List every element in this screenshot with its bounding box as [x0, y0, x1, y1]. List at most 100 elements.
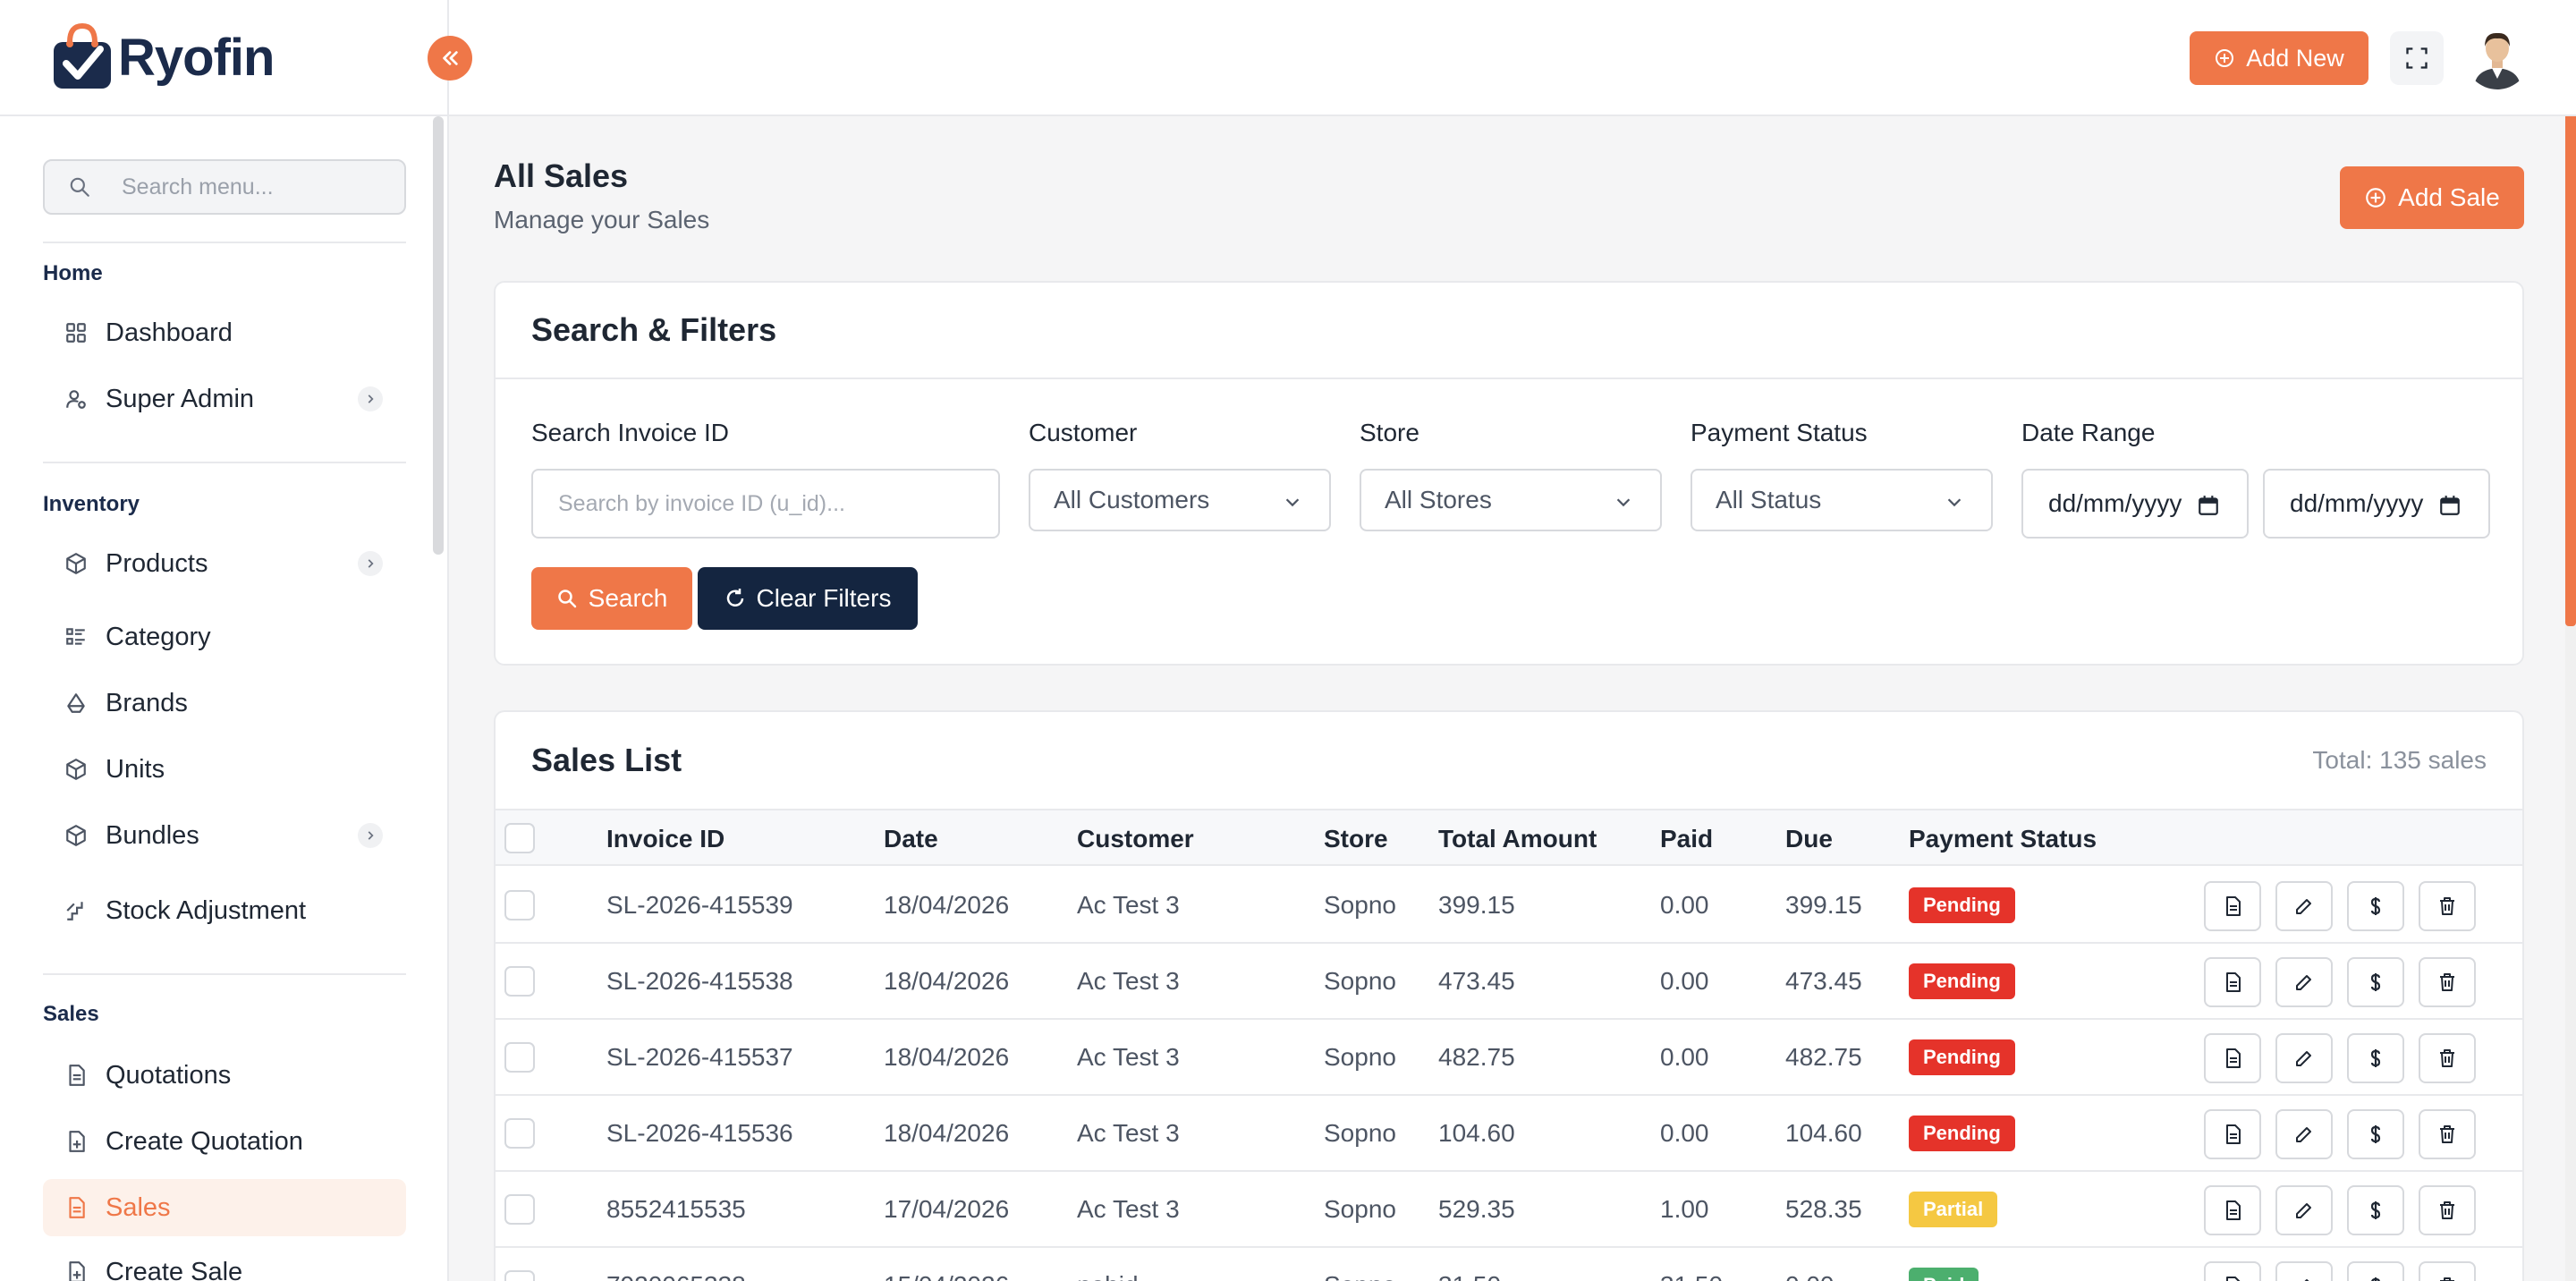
payment-status-select[interactable]: All Status [1690, 469, 1993, 531]
edit-sale-button[interactable] [2275, 881, 2333, 931]
page-scrollbar-thumb[interactable] [2565, 116, 2576, 626]
sidebar-scrollbar[interactable] [433, 116, 444, 555]
delete-sale-button[interactable] [2419, 1261, 2476, 1281]
file-icon [69, 1197, 85, 1218]
table-row[interactable]: SL-2026-415536 18/04/2026 Ac Test 3 Sopno 10… [496, 1096, 2522, 1172]
view-invoice-button[interactable] [2204, 1109, 2261, 1159]
sidebar-item-bundles[interactable]: Bundles [43, 807, 406, 864]
cell-store: Sopno [1324, 1043, 1396, 1071]
delete-sale-button[interactable] [2419, 1185, 2476, 1235]
dollar-icon [2370, 973, 2381, 991]
col-invoice-id[interactable]: Invoice ID [606, 825, 725, 853]
add-sale-button[interactable]: Add Sale [2340, 166, 2524, 229]
cell-due: 399.15 [1785, 891, 1862, 919]
menu-search-input[interactable] [122, 174, 390, 200]
date-from-input[interactable]: dd/mm/yyyy [2021, 469, 2249, 539]
delete-sale-button[interactable] [2419, 1109, 2476, 1159]
sidebar-item-super-admin[interactable]: Super Admin [43, 370, 406, 428]
table-row[interactable]: 8552415535 17/04/2026 Ac Test 3 Sopno 529.35… [496, 1172, 2522, 1248]
view-invoice-button[interactable] [2204, 1033, 2261, 1083]
cell-invoice[interactable]: 8552415535 [606, 1195, 746, 1223]
col-due[interactable]: Due [1785, 825, 1833, 853]
box-icon [66, 553, 86, 574]
view-invoice-button[interactable] [2204, 957, 2261, 1007]
edit-sale-button[interactable] [2275, 1185, 2333, 1235]
delete-sale-button[interactable] [2419, 881, 2476, 931]
view-invoice-button[interactable] [2204, 881, 2261, 931]
add-payment-button[interactable] [2347, 1185, 2404, 1235]
row-checkbox[interactable] [504, 890, 535, 920]
sidebar-item-sales[interactable]: Sales [43, 1179, 406, 1236]
cell-total: 31.50 [1438, 1271, 1501, 1281]
user-gear-icon [66, 390, 86, 409]
edit-sale-button[interactable] [2275, 957, 2333, 1007]
sidebar-item-units[interactable]: Units [43, 741, 406, 798]
cell-invoice[interactable]: SL-2026-415539 [606, 891, 793, 919]
chevron-right-icon [358, 386, 383, 411]
delete-sale-button[interactable] [2419, 957, 2476, 1007]
row-checkbox[interactable] [504, 966, 535, 997]
search-icon [557, 590, 576, 608]
col-paid[interactable]: Paid [1660, 825, 1714, 853]
table-row[interactable]: SL-2026-415537 18/04/2026 Ac Test 3 Sopno 48… [496, 1020, 2522, 1096]
cell-invoice[interactable]: 7920065338 [606, 1271, 746, 1281]
delete-sale-button[interactable] [2419, 1033, 2476, 1083]
invoice-search-input[interactable] [531, 469, 1000, 539]
cell-store: Sopno [1324, 1271, 1396, 1281]
collapse-sidebar-button[interactable] [428, 36, 472, 81]
view-invoice-button[interactable] [2204, 1261, 2261, 1281]
sidebar-divider [43, 973, 406, 975]
add-payment-button[interactable] [2347, 957, 2404, 1007]
sidebar-item-dashboard[interactable]: Dashboard [43, 304, 406, 361]
sidebar-item-products[interactable]: Products [43, 535, 406, 592]
invoice-icon [2226, 1048, 2241, 1068]
cell-invoice[interactable]: SL-2026-415536 [606, 1119, 793, 1147]
trash-icon [2440, 1125, 2454, 1143]
col-store[interactable]: Store [1324, 825, 1388, 853]
row-checkbox[interactable] [504, 1118, 535, 1149]
store-select[interactable]: All Stores [1360, 469, 1662, 531]
cell-paid: 0.00 [1660, 1043, 1709, 1071]
table-row[interactable]: SL-2026-415539 18/04/2026 Ac Test 3 Sopno 39… [496, 868, 2522, 944]
table-row[interactable]: SL-2026-415538 18/04/2026 Ac Test 3 Sopno 47… [496, 944, 2522, 1020]
user-avatar[interactable] [2465, 25, 2529, 89]
row-checkbox[interactable] [504, 1042, 535, 1073]
edit-sale-button[interactable] [2275, 1033, 2333, 1083]
col-customer[interactable]: Customer [1077, 825, 1194, 853]
cell-invoice[interactable]: SL-2026-415537 [606, 1043, 793, 1071]
sidebar-item-create-quotation[interactable]: Create Quotation [43, 1113, 406, 1170]
search-button[interactable]: Search [531, 567, 692, 630]
cell-total: 473.45 [1438, 967, 1515, 995]
box-icon [66, 825, 86, 846]
add-payment-button[interactable] [2347, 1109, 2404, 1159]
sidebar-item-brands[interactable]: Brands [43, 674, 406, 732]
add-payment-button[interactable] [2347, 1261, 2404, 1281]
clear-filters-button[interactable]: Clear Filters [698, 567, 918, 630]
invoice-icon [2226, 1200, 2241, 1220]
cell-invoice[interactable]: SL-2026-415538 [606, 967, 793, 995]
row-checkbox[interactable] [504, 1270, 535, 1281]
clear-filters-label: Clear Filters [756, 584, 892, 612]
add-payment-button[interactable] [2347, 1033, 2404, 1083]
edit-sale-button[interactable] [2275, 1261, 2333, 1281]
sidebar-item-create-sale[interactable]: Create Sale [43, 1243, 406, 1281]
fullscreen-button[interactable] [2390, 31, 2444, 85]
sidebar-item-quotations[interactable]: Quotations [43, 1047, 406, 1104]
col-date[interactable]: Date [884, 825, 938, 853]
edit-sale-button[interactable] [2275, 1109, 2333, 1159]
row-checkbox[interactable] [504, 1194, 535, 1225]
col-total-amount[interactable]: Total Amount [1438, 825, 1597, 853]
sales-list-card: Sales List Total: 135 sales Invoice ID D… [494, 710, 2524, 1281]
select-all-checkbox[interactable] [504, 823, 535, 853]
col-payment-status[interactable]: Payment Status [1909, 825, 2097, 853]
date-to-input[interactable]: dd/mm/yyyy [2263, 469, 2490, 539]
sidebar-item-label: Brands [106, 688, 188, 717]
add-new-button[interactable]: Add New [2190, 31, 2368, 85]
sidebar-item-stock-adjustment[interactable]: Stock Adjustment [43, 882, 406, 939]
cell-date: 18/04/2026 [884, 1043, 1010, 1071]
add-payment-button[interactable] [2347, 881, 2404, 931]
table-row[interactable]: 7920065338 15/04/2026 nahid Sopno 31.50 31.50… [496, 1248, 2522, 1281]
view-invoice-button[interactable] [2204, 1185, 2261, 1235]
sidebar-item-category[interactable]: Category [43, 608, 406, 666]
customer-select[interactable]: All Customers [1029, 469, 1331, 531]
